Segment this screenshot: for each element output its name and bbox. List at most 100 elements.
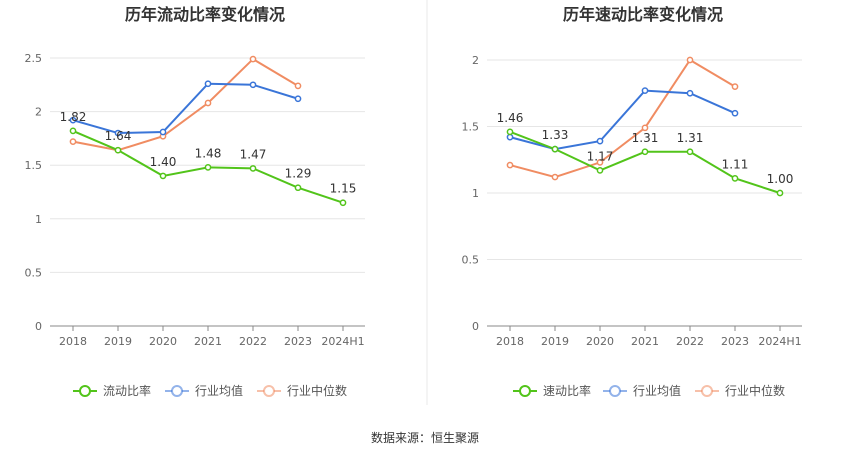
legend-label: 流动比率 <box>103 383 151 398</box>
data-point <box>249 55 257 63</box>
data-label: 1.47 <box>240 147 267 161</box>
data-point <box>114 129 122 137</box>
current-ratio-chart: 历年流动比率变化情况 0 0.5 1 1.5 2 2.5 2018 2019 2020 2021 20… <box>25 5 365 398</box>
data-point <box>731 109 739 117</box>
chart-title: 历年流动比率变化情况 <box>125 5 285 24</box>
data-point <box>731 83 739 90</box>
data-point <box>686 89 694 97</box>
y-tick-label: 1.5 <box>462 121 480 134</box>
x-tick-label: 2018 <box>59 335 87 348</box>
y-tick-label: 1 <box>35 213 42 226</box>
legend-item-0: 流动比率 <box>73 383 151 398</box>
y-tick-label: 2 <box>472 54 479 67</box>
quick-ratio-chart: 历年速动比率变化情况 0 0.5 1 1.5 2 2018 2019 2020 2021 2022 2… <box>462 5 802 398</box>
x-tick-label: 2019 <box>104 335 132 348</box>
legend-item-0: 速动比率 <box>513 383 591 398</box>
data-label: 1.29 <box>285 167 312 181</box>
y-tick-label: 1 <box>472 187 479 200</box>
y-tick-label: 2.5 <box>25 52 43 65</box>
legend-item-2: 行业中位数 <box>695 383 785 398</box>
series-line-1 <box>72 82 299 135</box>
y-tick-label: 0.5 <box>25 266 43 279</box>
legend-label: 行业中位数 <box>725 383 785 398</box>
data-point <box>596 167 604 174</box>
data-point <box>69 116 77 124</box>
data-point <box>114 146 122 154</box>
x-tick-label: 2024H1 <box>321 335 364 348</box>
data-label: 1.11 <box>722 157 749 171</box>
data-source-footer: 数据来源：恒生聚源 <box>371 430 479 445</box>
x-tick-label: 2021 <box>631 335 659 348</box>
data-point <box>69 138 77 145</box>
legend-marker <box>263 385 275 397</box>
data-label: 1.82 <box>60 110 87 124</box>
y-tick-label: 0.5 <box>462 254 480 267</box>
series-line-2 <box>509 58 736 179</box>
y-tick-label: 0 <box>35 320 42 333</box>
data-label: 1.40 <box>150 155 177 169</box>
x-tick-label: 2019 <box>541 335 569 348</box>
data-point <box>551 173 559 181</box>
data-point <box>204 99 212 107</box>
legend-label: 行业均值 <box>195 383 243 398</box>
y-tick-label: 2 <box>35 106 42 119</box>
series-line-2 <box>72 57 299 152</box>
data-label: 1.15 <box>330 182 357 196</box>
data-point <box>731 175 739 182</box>
data-point <box>551 145 559 153</box>
legend-marker <box>79 385 91 397</box>
x-tick-label: 2022 <box>239 335 267 348</box>
data-point <box>686 148 694 156</box>
legend-label: 速动比率 <box>543 383 591 398</box>
data-point <box>596 159 604 166</box>
data-point <box>686 56 694 64</box>
data-label: 1.46 <box>497 111 524 125</box>
data-point <box>506 161 514 169</box>
legend-label: 行业均值 <box>633 383 681 398</box>
x-tick-label: 2023 <box>721 335 749 348</box>
x-tick-label: 2022 <box>676 335 704 348</box>
data-point <box>641 148 649 156</box>
legend-label: 行业中位数 <box>287 383 347 398</box>
data-label: 1.48 <box>195 146 222 160</box>
legend-item-1: 行业均值 <box>603 383 681 398</box>
legend-marker <box>701 385 713 397</box>
data-point <box>159 128 167 136</box>
y-tick-label: 1.5 <box>25 159 43 172</box>
data-point <box>249 165 257 172</box>
x-tick-label: 2023 <box>284 335 312 348</box>
chart-title: 历年速动比率变化情况 <box>563 5 723 24</box>
data-point <box>776 189 784 197</box>
data-point <box>294 95 302 103</box>
data-point <box>506 133 514 141</box>
data-point <box>159 172 167 180</box>
data-point <box>249 81 257 89</box>
legend-marker <box>609 385 621 397</box>
data-point <box>294 82 302 90</box>
data-label: 1.31 <box>632 131 659 145</box>
data-point <box>69 127 77 135</box>
x-tick-label: 2020 <box>149 335 177 348</box>
legend-item-2: 行业中位数 <box>257 383 347 398</box>
legend-marker <box>171 385 183 397</box>
data-point <box>506 128 514 136</box>
x-tick-label: 2020 <box>586 335 614 348</box>
legend-marker <box>519 385 531 397</box>
data-label: 1.17 <box>587 149 614 163</box>
data-point <box>204 163 212 171</box>
data-label: 1.31 <box>677 131 704 145</box>
data-point <box>339 199 347 207</box>
data-point <box>641 87 649 94</box>
data-point <box>641 124 649 132</box>
x-tick-label: 2021 <box>194 335 222 348</box>
data-point <box>596 137 604 145</box>
data-point <box>294 184 302 192</box>
y-tick-label: 0 <box>472 320 479 333</box>
data-label: 1.00 <box>767 172 794 186</box>
data-label: 1.64 <box>105 129 132 143</box>
x-tick-label: 2024H1 <box>758 335 801 348</box>
legend-item-1: 行业均值 <box>165 383 243 398</box>
data-label: 1.33 <box>542 128 569 142</box>
x-tick-label: 2018 <box>496 335 524 348</box>
